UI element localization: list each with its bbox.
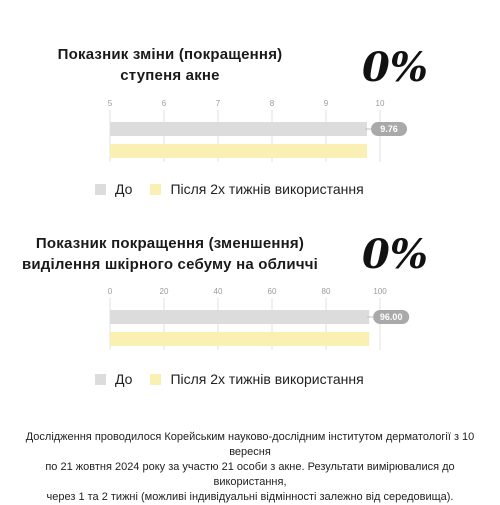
value-label-pill: [373, 310, 410, 324]
chart-1-legend: До Після 2х тижнів використання: [95, 181, 364, 197]
x-tick-label: 10: [376, 99, 385, 108]
legend-before-label: До: [115, 371, 133, 387]
bar-before: [110, 122, 368, 136]
x-tick-label: 100: [373, 287, 387, 296]
value-label-pill: [371, 122, 408, 136]
bar-before: [110, 310, 370, 324]
chart-1-percent: 0%: [362, 44, 428, 91]
legend-after-swatch: [150, 183, 162, 195]
x-tick-label: 0: [108, 287, 113, 296]
footnote-line3: через 1 та 2 тижні (можливі індивідуальн…: [46, 491, 454, 503]
legend-before-swatch: [95, 183, 106, 195]
chart-1-title-line1: Показник зміни (покращення): [57, 46, 283, 63]
x-tick-label: 7: [216, 99, 221, 108]
x-tick-label: 9: [324, 99, 329, 108]
x-tick-label: 20: [160, 287, 169, 296]
chart-2-legend: До Після 2х тижнів використання: [95, 371, 364, 387]
footnote-line1: Дослідження проводилося Корейським науко…: [25, 431, 475, 458]
legend-before-swatch: [95, 373, 106, 385]
chart-2-percent: 0%: [362, 231, 428, 278]
chart-2-title-line2: виділення шкірного себуму на обличчі: [21, 256, 319, 273]
bar-after: [110, 144, 368, 158]
x-tick-label: 6: [162, 99, 167, 108]
legend-before-label: До: [115, 181, 133, 197]
legend-after-swatch: [150, 373, 162, 385]
chart-1-title-line2: ступеня акне: [120, 67, 220, 84]
chart-1-title: Показник зміни (покращення) ступеня акне: [0, 44, 340, 86]
value-label: 96.00: [380, 312, 403, 322]
chart-2-title-line1: Показник покращення (зменшення): [35, 235, 305, 252]
chart-1-plot: 5 6 7 8 9 10 9.76: [108, 99, 408, 162]
chart-2-title: Показник покращення (зменшення) виділенн…: [0, 233, 340, 275]
x-tick-label: 8: [270, 99, 275, 108]
x-tick-label: 60: [268, 287, 277, 296]
footnote-line2: по 21 жовтня 2024 року за участю 21 особ…: [45, 461, 455, 488]
value-label: 9.76: [380, 124, 398, 134]
bar-after: [110, 332, 370, 346]
legend-after-label: Після 2х тижнів використання: [170, 181, 364, 197]
footnote: Дослідження проводилося Корейським науко…: [20, 430, 480, 505]
legend-after-label: Після 2х тижнів використання: [170, 371, 364, 387]
chart-2-plot: 0 20 40 60 80 100 96.00: [108, 287, 410, 350]
x-tick-label: 40: [214, 287, 223, 296]
x-tick-label: 80: [322, 287, 331, 296]
x-tick-label: 5: [108, 99, 113, 108]
